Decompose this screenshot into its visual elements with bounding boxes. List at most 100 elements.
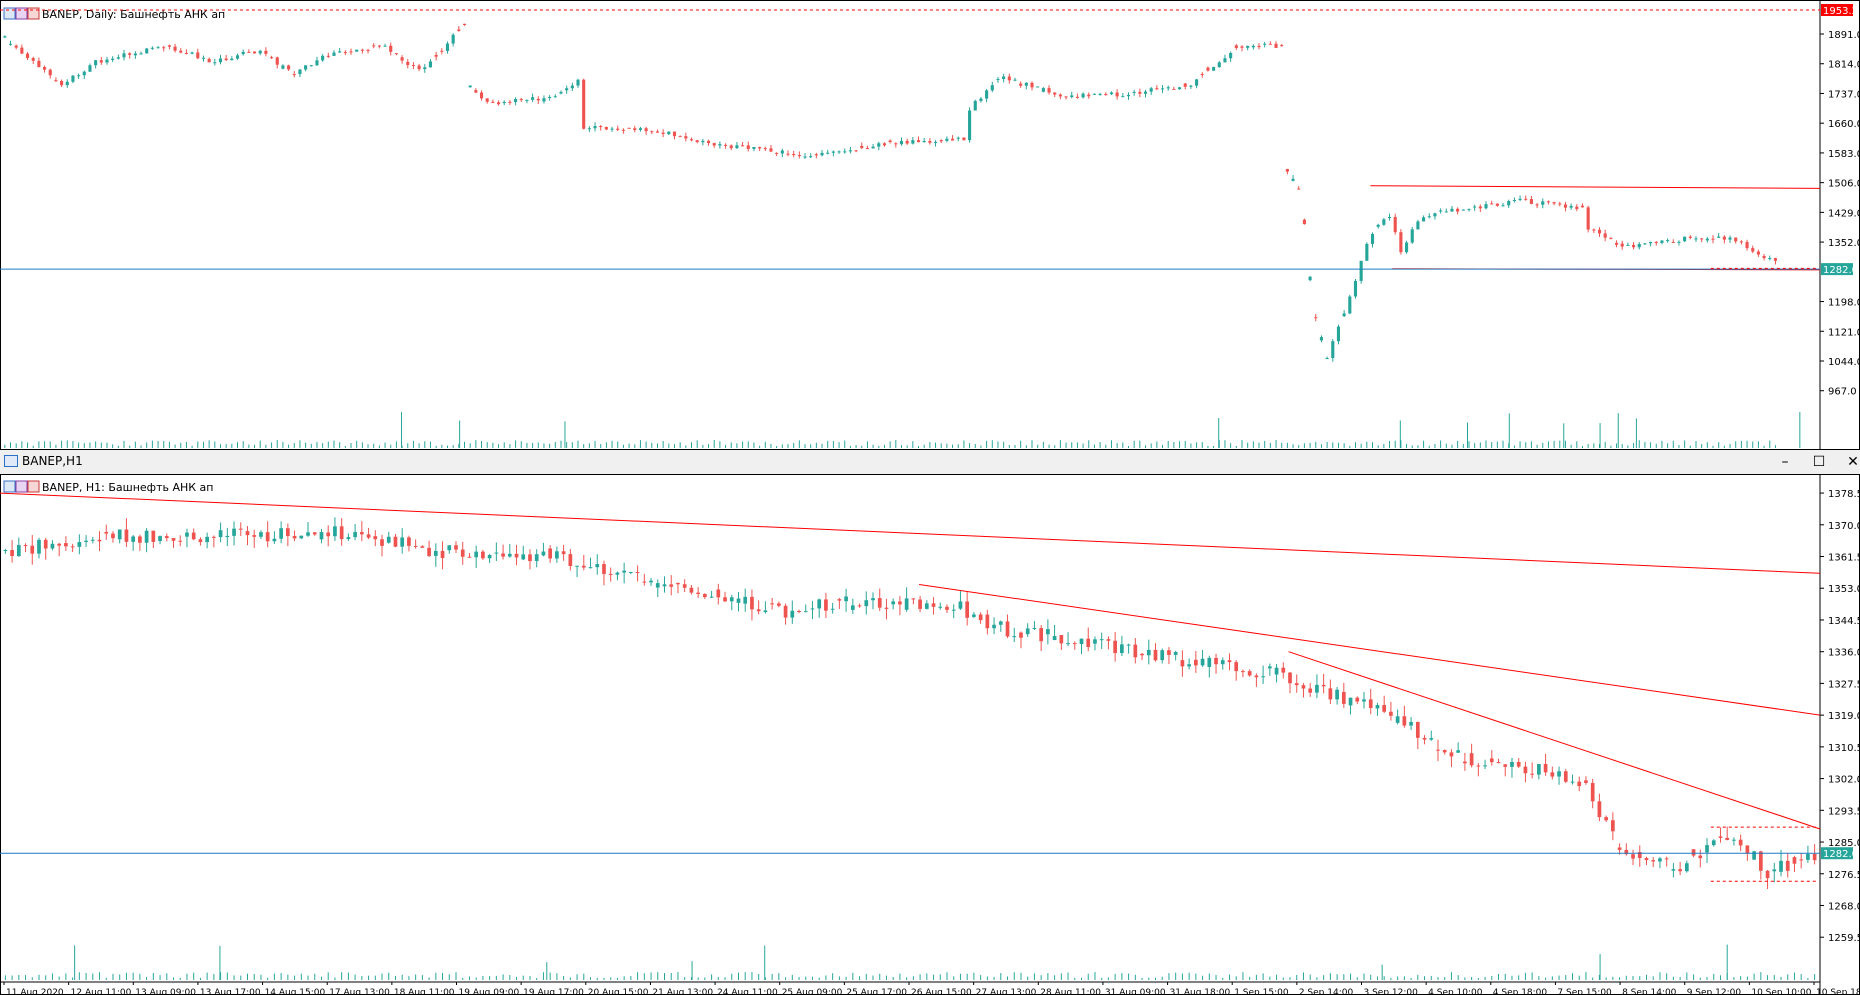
candle-body <box>826 152 830 154</box>
candle-body <box>502 101 506 104</box>
candle-body <box>1739 241 1743 243</box>
h1-chart-window[interactable]: BANEP,H1 – ☐ ✕ 1378.5 1370.0 1361.5 1353.0 1… <box>0 450 1860 995</box>
candle-body <box>440 550 445 559</box>
candle-body <box>1297 188 1301 190</box>
candle-body <box>1552 202 1556 204</box>
candle-body <box>972 614 976 617</box>
chart-trade-icon <box>27 480 40 493</box>
candle-body <box>985 614 990 629</box>
candle-body <box>1109 92 1114 95</box>
candle-body <box>1234 662 1239 672</box>
x-tick-label: 25 Aug 09:00 <box>782 988 843 995</box>
candle-body <box>1254 675 1259 678</box>
candle-body <box>661 132 665 134</box>
candle-body <box>1745 845 1750 854</box>
candle-body <box>709 596 714 598</box>
candle-body <box>462 23 467 25</box>
maximize-button[interactable]: ☐ <box>1812 454 1826 470</box>
candle-body <box>797 155 801 157</box>
candle-body <box>746 145 750 149</box>
x-tick-label: 14 Aug 15:00 <box>265 988 326 995</box>
candle-body <box>1359 260 1363 281</box>
candle-body <box>158 536 162 542</box>
candle-body <box>809 156 813 158</box>
candle-body <box>104 531 109 534</box>
candle-body <box>837 151 841 153</box>
candle-body <box>247 51 251 53</box>
candle-body <box>1410 229 1414 243</box>
candle-body <box>420 546 425 548</box>
window-titlebar[interactable]: BANEP,H1 – ☐ ✕ <box>0 450 1860 475</box>
candle-body <box>1166 87 1170 89</box>
candle-body <box>1024 82 1028 86</box>
candle-body <box>1274 43 1278 48</box>
candle-body <box>682 584 687 588</box>
candle-body <box>1806 854 1810 860</box>
daily-chart-window[interactable]: 1891.0 1814.0 1737.0 1660.0 1583.0 1506.0 1429… <box>0 0 1860 450</box>
candle-body <box>871 146 875 149</box>
trend-line <box>1370 185 1821 189</box>
candle-body <box>139 53 143 55</box>
candle-body <box>776 603 781 606</box>
candle-body <box>235 55 240 59</box>
y-tick-label: 1319.0 <box>1828 711 1860 722</box>
candle-body <box>850 605 855 610</box>
candle-body <box>1302 219 1306 225</box>
candle-body <box>1178 87 1182 90</box>
candle-body <box>1671 241 1675 243</box>
candle-body <box>565 88 569 91</box>
candle-body <box>712 143 716 146</box>
candle-body <box>1113 640 1117 654</box>
candle-body <box>156 47 160 49</box>
candle-body <box>185 532 189 537</box>
candle-body <box>568 554 573 566</box>
candle-body <box>1765 870 1770 879</box>
candle-body <box>1717 236 1721 238</box>
candle-body <box>145 48 149 54</box>
candle-body <box>667 131 671 135</box>
candle-body <box>497 102 501 105</box>
candle-body <box>94 60 98 66</box>
chart-window-icon <box>4 455 18 467</box>
candle-body <box>803 611 808 613</box>
minimize-button[interactable]: – <box>1781 454 1789 470</box>
candle-body <box>3 36 7 38</box>
candle-body <box>306 532 310 536</box>
candle-body <box>501 553 505 557</box>
candle-body <box>958 601 963 609</box>
candle-body <box>1535 204 1539 206</box>
candle-body <box>1461 209 1465 211</box>
candle-body <box>171 538 176 541</box>
candle-body <box>321 55 325 61</box>
candle-body <box>528 554 532 562</box>
candle-body <box>287 65 291 70</box>
daily-chart-svg[interactable]: 1891.0 1814.0 1737.0 1660.0 1583.0 1506.0 1429… <box>0 0 1860 450</box>
candle-body <box>97 539 102 542</box>
candle-body <box>672 131 677 137</box>
h1-chart-svg[interactable]: 1378.5 1370.0 1361.5 1353.0 1344.5 1336.0 1327… <box>0 474 1860 995</box>
y-tick-label: 967.0 <box>1828 387 1857 398</box>
y-tick-label: 1429.0 <box>1828 208 1860 219</box>
candle-body <box>133 53 137 56</box>
candle-body <box>1799 859 1804 861</box>
candle-body <box>911 140 915 144</box>
candle-body <box>729 597 734 602</box>
candle-body <box>299 535 304 539</box>
candle-body <box>924 603 929 609</box>
candle-body <box>1620 243 1624 247</box>
x-tick-label: 21 Aug 13:00 <box>652 988 713 995</box>
candle-body <box>1541 201 1545 205</box>
candle-body <box>124 529 129 542</box>
candle-body <box>555 551 559 559</box>
candle-body <box>1200 658 1205 666</box>
candle-body <box>1604 817 1608 821</box>
candle-body <box>332 52 336 56</box>
candle-body <box>1705 845 1709 853</box>
close-button[interactable]: ✕ <box>1847 454 1859 470</box>
candle-body <box>1194 659 1198 666</box>
candle-body <box>460 549 465 557</box>
candle-body <box>383 45 387 47</box>
candle-body <box>1099 639 1104 641</box>
y-tick-label: 1370.0 <box>1828 521 1860 532</box>
chart-frame <box>0 474 1860 995</box>
